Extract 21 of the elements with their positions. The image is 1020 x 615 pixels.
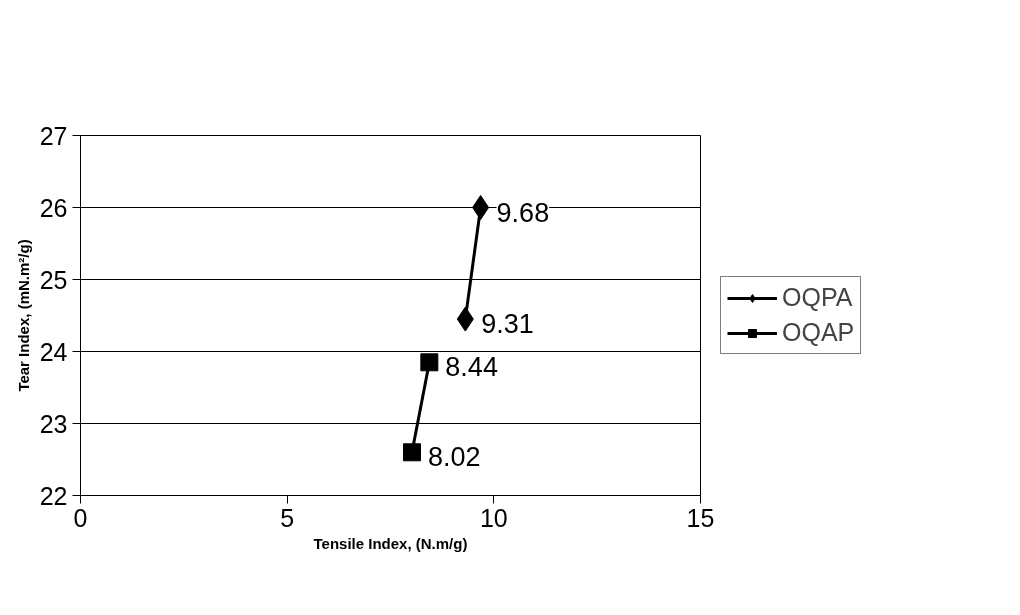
point [472, 195, 490, 220]
y-axis-title: Tear Index, (mN.m²/g) [14, 239, 32, 392]
legend-label: OQAP [782, 318, 855, 347]
annotation: 8.02 [427, 442, 481, 473]
y-tick-label: 25 [39, 265, 68, 294]
point [402, 443, 421, 462]
x-tick-label: 5 [280, 503, 295, 532]
x-tick-label: 0 [73, 503, 88, 532]
annotation: 9.31 [481, 309, 534, 340]
y-tick-label: 24 [39, 337, 68, 366]
y-tick-label: 27 [39, 121, 68, 150]
x-tick-label: 15 [686, 503, 715, 532]
x-axis-title: Tensile Index, (N.m/g) [313, 534, 468, 552]
x-tick-label: 10 [479, 503, 508, 532]
legend-label: OQPA [782, 283, 853, 312]
y-tick-label: 26 [39, 193, 68, 222]
annotation: 8.44 [445, 352, 498, 383]
point [420, 353, 439, 372]
y-tick-label: 23 [39, 409, 68, 438]
y-tick-label: 22 [39, 481, 68, 510]
annotation: 9.68 [496, 197, 550, 228]
